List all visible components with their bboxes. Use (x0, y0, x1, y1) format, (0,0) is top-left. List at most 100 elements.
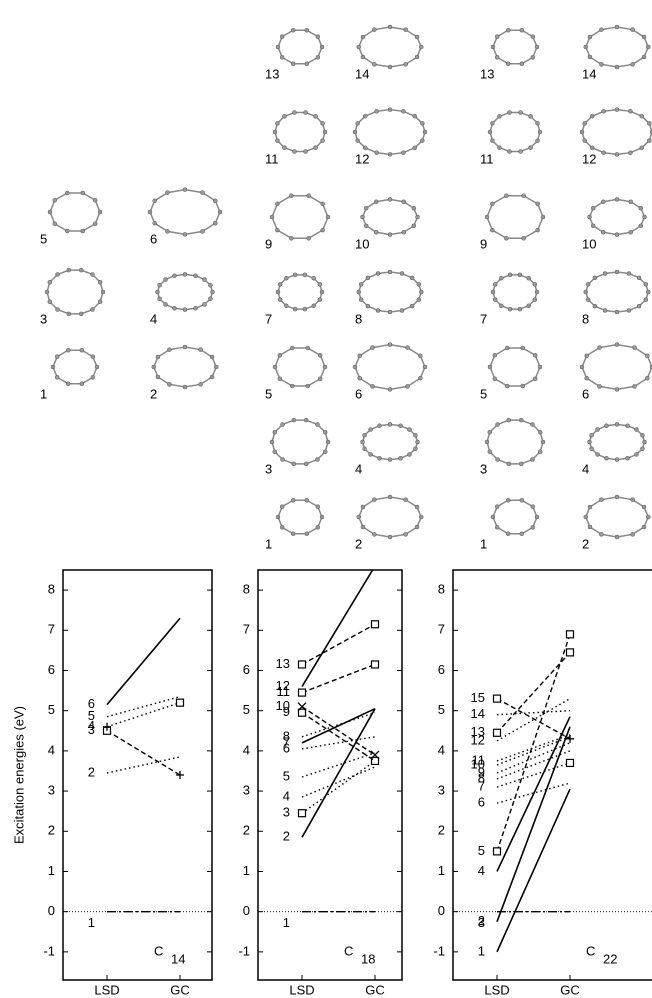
molecule-ring (150, 190, 220, 235)
atom (292, 462, 296, 466)
atom (417, 282, 421, 286)
atom (275, 139, 279, 143)
y-tick-label: 7 (243, 622, 250, 637)
marker-square (372, 621, 379, 628)
atom (388, 152, 392, 156)
y-tick-label: 5 (438, 702, 445, 717)
atom (538, 450, 542, 454)
atom (416, 440, 420, 444)
molecule-ring (490, 113, 540, 152)
atom (520, 498, 524, 502)
series-label: 12 (276, 678, 290, 693)
atom (359, 298, 363, 302)
atom (369, 452, 373, 456)
atom (631, 532, 635, 536)
atom (81, 229, 85, 233)
series-label: 4 (283, 789, 290, 804)
atom (361, 505, 365, 509)
atom (153, 221, 157, 225)
atom (529, 114, 533, 118)
atom (535, 290, 539, 294)
atom (79, 268, 83, 272)
atom (369, 428, 373, 432)
atom (211, 290, 215, 294)
atom (508, 273, 512, 277)
plot-area (103, 618, 184, 911)
atom (290, 346, 294, 350)
atom (48, 300, 52, 304)
atom (210, 355, 214, 359)
atom (372, 62, 376, 66)
atom (584, 45, 588, 49)
atom (284, 276, 288, 280)
atom (183, 385, 187, 389)
atom (399, 424, 403, 428)
atom (588, 505, 592, 509)
y-tick-label: 2 (438, 823, 445, 838)
x-tick-label: LSD (289, 982, 314, 997)
series-label: 15 (471, 690, 485, 705)
atom (183, 232, 187, 236)
atom (590, 114, 594, 118)
molecule-ring (586, 27, 649, 67)
atom (316, 35, 320, 39)
atom (601, 200, 605, 204)
atom (407, 428, 411, 432)
structure-label: 7 (480, 311, 487, 326)
atom (646, 45, 650, 49)
atom (527, 276, 531, 280)
atom (533, 298, 537, 302)
series-line (497, 634, 570, 851)
atom (634, 428, 638, 432)
atom (303, 273, 307, 277)
atom (291, 28, 295, 32)
atom (316, 55, 320, 59)
atom (585, 354, 589, 358)
atom (507, 111, 511, 115)
molecule-ring (275, 113, 325, 152)
series-label: 2 (283, 829, 290, 844)
atom (412, 206, 416, 210)
atom (588, 525, 592, 529)
atom (166, 191, 170, 195)
atom (278, 282, 282, 286)
series-label: 1 (478, 943, 485, 958)
atom (172, 306, 176, 310)
series-label: 6 (478, 795, 485, 810)
series-line (107, 618, 180, 704)
atom (410, 276, 414, 280)
series-line (107, 757, 180, 773)
panel: 1234567891011121314-1012345678LSDGCC2212… (433, 25, 652, 997)
y-tick-label: 8 (48, 582, 55, 597)
atom (270, 215, 274, 219)
molecule-ring (359, 497, 422, 537)
atom (637, 276, 641, 280)
atom (596, 452, 600, 456)
atom (156, 290, 160, 294)
atom (490, 202, 494, 206)
atom (303, 307, 307, 311)
atom (505, 384, 509, 388)
y-tick-label: 7 (438, 622, 445, 637)
atom (167, 382, 171, 386)
atom (399, 456, 403, 460)
atom (357, 45, 361, 49)
structure-label: 4 (582, 461, 589, 476)
atom (642, 55, 646, 59)
atom (321, 202, 325, 206)
atom (629, 230, 633, 234)
atom (153, 199, 157, 203)
structure-label: 14 (355, 66, 369, 81)
atom (164, 302, 168, 306)
series-label: 14 (471, 706, 485, 721)
atom (318, 282, 322, 286)
atom (361, 35, 365, 39)
y-tick-label: 8 (438, 582, 445, 597)
atom (535, 45, 539, 49)
series-label: 8 (283, 728, 290, 743)
atom (210, 375, 214, 379)
y-tick-label: 1 (243, 863, 250, 878)
atom (420, 121, 424, 125)
atom (67, 268, 71, 272)
atom (522, 194, 526, 198)
